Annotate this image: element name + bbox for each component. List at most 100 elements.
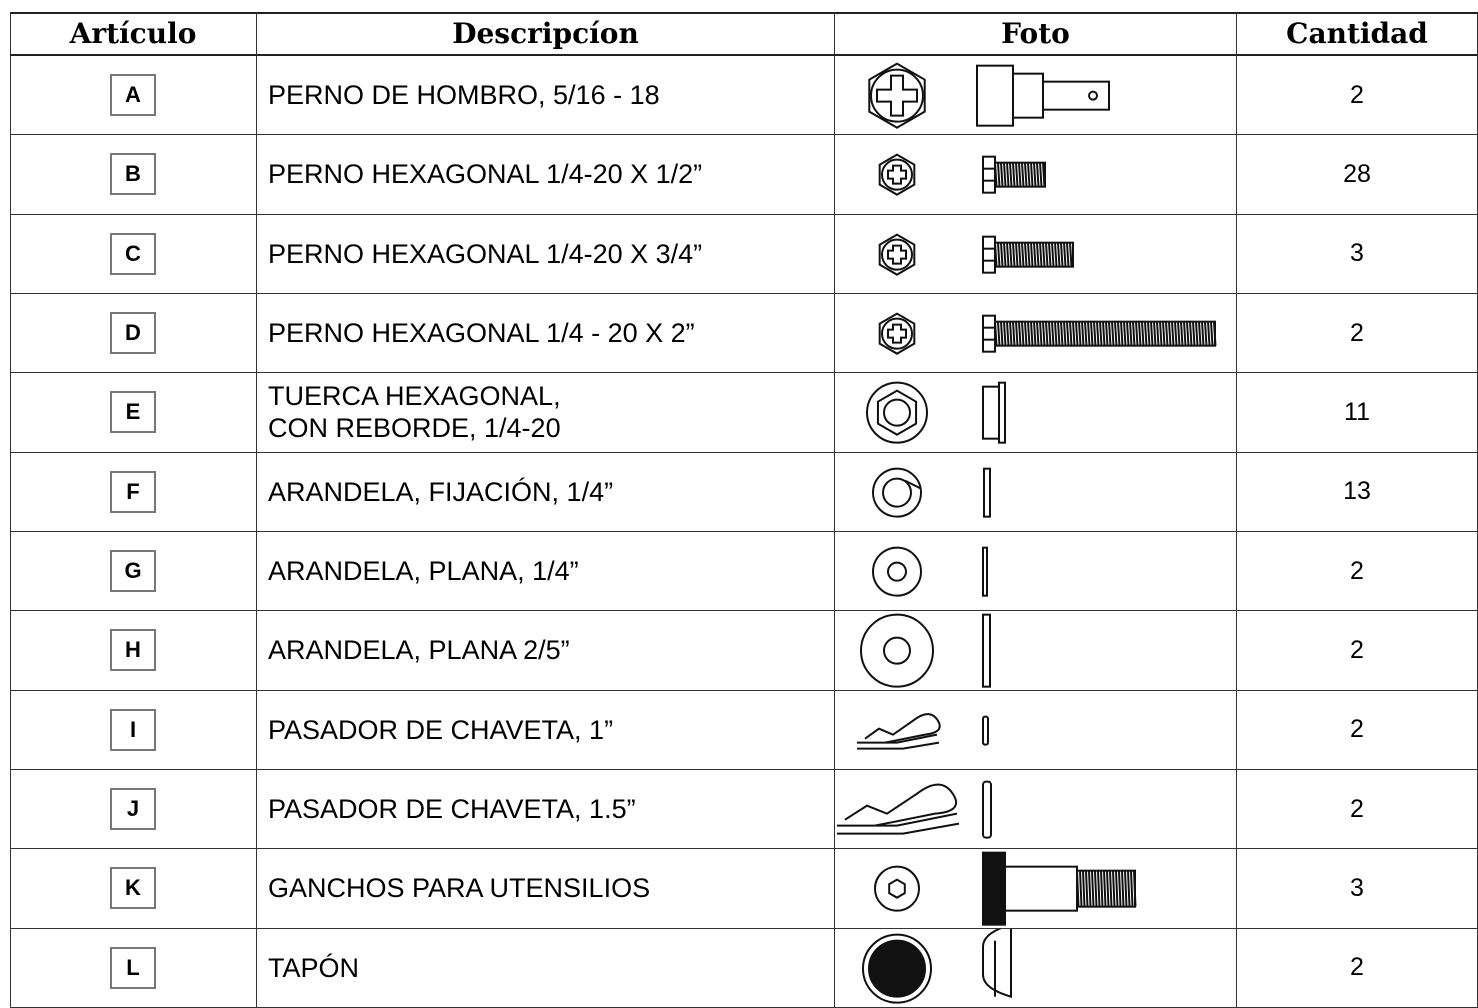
part-illustration	[868, 62, 1110, 129]
description-line: TUERCA HEXAGONAL,	[268, 381, 561, 412]
quantity-cell: 2	[1237, 770, 1478, 850]
item-cell: J	[10, 770, 257, 850]
quantity-cell: 2	[1237, 56, 1478, 136]
quantity-cell: 2	[1237, 611, 1478, 691]
quantity-cell: 3	[1237, 214, 1478, 294]
item-cell: A	[10, 56, 257, 136]
quantity-cell: 11	[1237, 373, 1478, 453]
item-label: C	[110, 232, 156, 275]
photo-cell	[835, 928, 1237, 1008]
description-cell: ARANDELA, PLANA, 1/4”	[257, 532, 835, 612]
part-illustration	[860, 613, 991, 688]
item-cell: K	[10, 849, 257, 929]
description-cell: PASADOR DE CHAVETA, 1”	[257, 690, 835, 770]
description-line: ARANDELA, PLANA, 1/4”	[268, 556, 579, 587]
item-label: B	[110, 153, 156, 196]
quantity: 28	[1343, 159, 1371, 188]
item-label: J	[110, 788, 156, 831]
part-illustration	[872, 467, 991, 518]
item-cell: L	[10, 928, 257, 1008]
description-cell: PERNO HEXAGONAL 1/4-20 X 1/2”	[257, 135, 835, 215]
description-cell: PERNO HEXAGONAL 1/4 - 20 X 2”	[257, 294, 835, 374]
description-line: PERNO DE HOMBRO, 5/16 - 18	[268, 80, 660, 111]
item-cell: H	[10, 611, 257, 691]
part-illustration	[862, 928, 1012, 1004]
description-cell: TAPÓN	[257, 928, 835, 1008]
quantity: 3	[1350, 873, 1364, 902]
quantity: 11	[1344, 397, 1370, 426]
quantity: 2	[1350, 556, 1364, 585]
quantity-cell: 2	[1237, 532, 1478, 612]
description-line: ARANDELA, FIJACIÓN, 1/4”	[268, 476, 614, 507]
item-cell: B	[10, 135, 257, 215]
item-cell: G	[10, 532, 257, 612]
part-illustration	[866, 381, 1006, 444]
quantity: 2	[1350, 715, 1364, 744]
item-cell: E	[10, 373, 257, 453]
photo-cell	[835, 770, 1237, 850]
column-header: Cantidad	[1237, 12, 1478, 56]
description-cell: ARANDELA, PLANA 2/5”	[257, 611, 835, 691]
quantity: 2	[1350, 794, 1364, 823]
photo-cell	[835, 849, 1237, 929]
part-illustration	[872, 546, 988, 597]
description-cell: ARANDELA, FIJACIÓN, 1/4”	[257, 452, 835, 532]
description-line: PERNO HEXAGONAL 1/4 - 20 X 2”	[268, 318, 695, 349]
photo-cell	[835, 294, 1237, 374]
quantity-cell: 13	[1237, 452, 1478, 532]
description-line: PASADOR DE CHAVETA, 1.5”	[268, 794, 636, 825]
part-illustration	[874, 851, 1137, 926]
part-illustration	[857, 712, 989, 750]
item-label: G	[110, 550, 156, 593]
quantity: 13	[1343, 477, 1371, 506]
quantity: 2	[1350, 635, 1364, 664]
item-label: L	[110, 946, 156, 989]
description-cell: PERNO HEXAGONAL 1/4-20 X 3/4”	[257, 214, 835, 294]
item-cell: F	[10, 452, 257, 532]
part-illustration	[837, 780, 992, 839]
quantity-cell: 28	[1237, 135, 1478, 215]
description-cell: TUERCA HEXAGONAL, CON REBORDE, 1/4-20	[257, 373, 835, 453]
item-label: F	[110, 470, 156, 513]
quantity-cell: 2	[1237, 690, 1478, 770]
part-illustration	[878, 153, 1046, 197]
quantity-cell: 2	[1237, 294, 1478, 374]
description-line: ARANDELA, PLANA 2/5”	[268, 635, 570, 666]
quantity-cell: 3	[1237, 849, 1478, 929]
photo-cell	[835, 611, 1237, 691]
item-cell: C	[10, 214, 257, 294]
photo-cell	[835, 373, 1237, 453]
part-illustration	[878, 233, 1074, 276]
quantity-cell: 2	[1237, 928, 1478, 1008]
quantity: 2	[1350, 80, 1364, 109]
column-header: Artículo	[10, 12, 257, 56]
description-cell: PASADOR DE CHAVETA, 1.5”	[257, 770, 835, 850]
column-header: Descripcíon	[257, 12, 835, 56]
description-cell: PERNO DE HOMBRO, 5/16 - 18	[257, 56, 835, 136]
item-cell: D	[10, 294, 257, 374]
item-label: I	[110, 708, 156, 751]
quantity: 3	[1350, 239, 1364, 268]
item-label: A	[110, 74, 156, 117]
item-label: D	[110, 312, 156, 355]
description-line: TAPÓN	[268, 952, 360, 983]
quantity: 2	[1350, 953, 1364, 982]
column-header: Foto	[835, 12, 1237, 56]
photo-cell	[835, 532, 1237, 612]
description-cell: GANCHOS PARA UTENSILIOS	[257, 849, 835, 929]
photo-cell	[835, 690, 1237, 770]
photo-cell	[835, 214, 1237, 294]
description-line: PERNO HEXAGONAL 1/4-20 X 1/2”	[268, 159, 703, 190]
description-line: PASADOR DE CHAVETA, 1”	[268, 714, 614, 745]
description-line: CON REBORDE, 1/4-20	[268, 413, 561, 444]
table-border	[10, 12, 1478, 1008]
item-cell: I	[10, 690, 257, 770]
photo-cell	[835, 56, 1237, 136]
photo-cell	[835, 135, 1237, 215]
part-illustration	[878, 312, 1217, 355]
photo-cell	[835, 452, 1237, 532]
item-label: H	[110, 629, 156, 672]
description-line: GANCHOS PARA UTENSILIOS	[268, 873, 651, 904]
item-label: K	[110, 867, 156, 910]
